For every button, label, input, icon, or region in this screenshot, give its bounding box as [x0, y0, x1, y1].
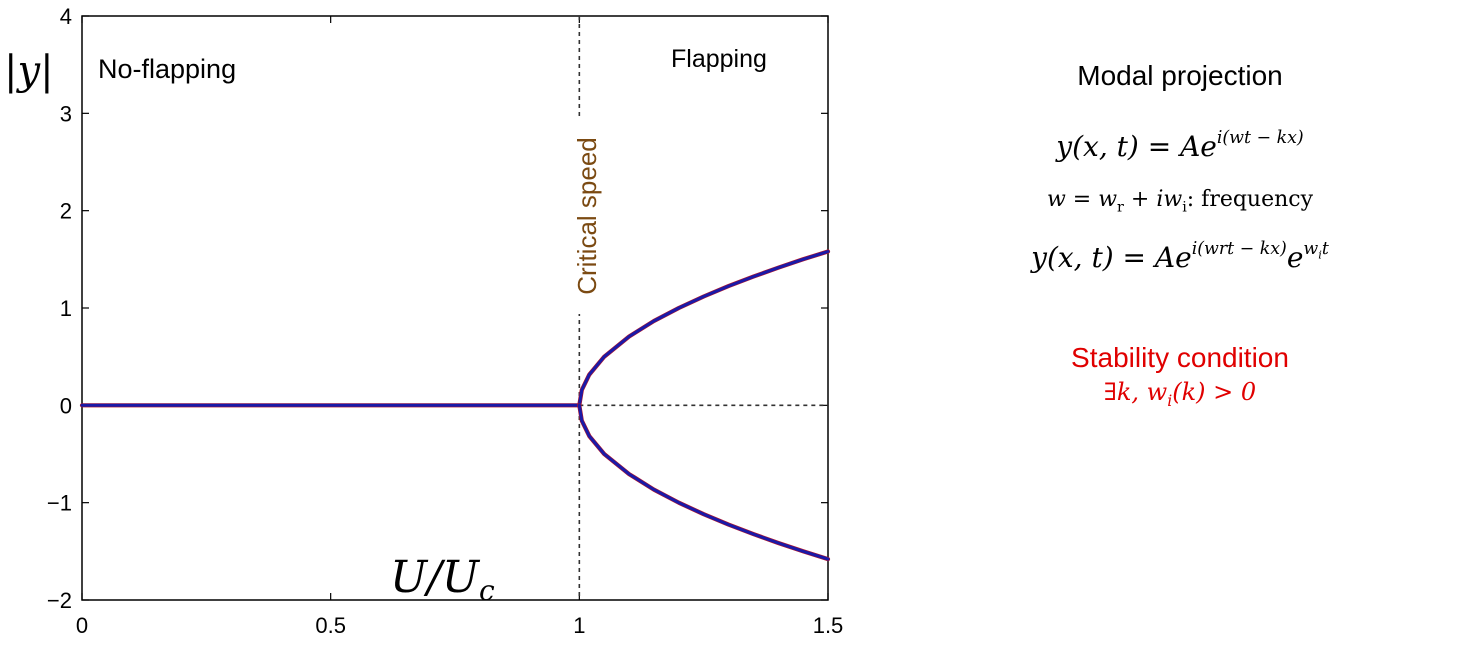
- x-tick-label: 1.5: [813, 613, 844, 638]
- critical-speed-label-bg: [572, 118, 602, 314]
- flapping-label: Flapping: [671, 45, 767, 73]
- plot-frame: [81, 15, 829, 601]
- no-flapping-label: No-flapping: [98, 54, 236, 84]
- stability-equation: ∃k, wi(k) > 0: [1103, 378, 1257, 411]
- y-axis-label: |y|: [4, 48, 54, 94]
- series-2-line: [577, 403, 830, 561]
- critical-speed-label: Critical speed: [572, 137, 602, 295]
- y-tick-label: −1: [47, 491, 72, 516]
- panel-title: Modal projection: [1077, 60, 1283, 91]
- equation-growth-form: y(x, t) = Aei(wrt − kx)ewit: [1031, 239, 1329, 275]
- series-1-edge: [577, 249, 831, 408]
- x-axis-label-subscript: c: [479, 574, 495, 607]
- modal-projection-panel: Modal projection y(x, t) = Aei(wt − kx) …: [960, 50, 1400, 410]
- x-tick-label: 0.5: [315, 613, 346, 638]
- series-2-edge: [577, 403, 831, 562]
- equation-frequency: w = wr + iwi: frequency: [1046, 187, 1314, 216]
- y-tick-label: 3: [60, 101, 72, 126]
- x-tick-label: 0: [76, 613, 88, 638]
- y-tick-label: 4: [60, 4, 72, 29]
- x-axis-label: U/Uc: [390, 552, 495, 607]
- y-tick-label: 1: [60, 296, 72, 321]
- bifurcation-chart: 0 0.5 1 1.5 4 3 2 1 0 −1 −2 U/Uc |y| No-flapping Flapp…: [4, 4, 844, 638]
- series-1-line: [577, 250, 830, 407]
- stability-title: Stability condition: [1071, 342, 1289, 374]
- x-tick-label: 1: [573, 613, 585, 638]
- y-tick-label: 2: [60, 199, 72, 224]
- equation-modal-form: y(x, t) = Aei(wt − kx): [1056, 128, 1304, 164]
- y-tick-label: 0: [60, 393, 72, 418]
- y-tick-label: −2: [47, 588, 72, 613]
